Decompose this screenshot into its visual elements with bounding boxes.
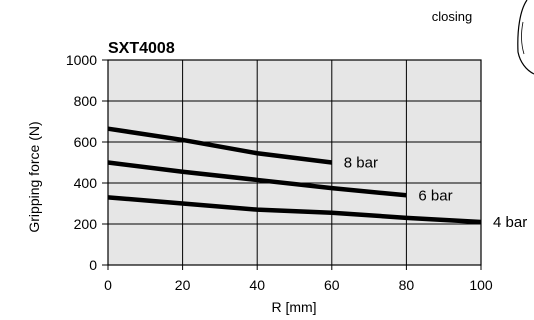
series-line-8-bar: [107, 126, 333, 165]
y-tick-label: 400: [74, 175, 98, 191]
series-labels: 8 bar 6 bar 4 bar: [341, 154, 530, 231]
x-axis-label: R [mm]: [271, 299, 316, 315]
series-label-background: [341, 154, 381, 172]
y-tick-label: 1000: [66, 52, 97, 68]
gripper-illustration-detail: [521, 21, 525, 55]
y-tick-label: 800: [74, 93, 98, 109]
x-tick-label: 40: [249, 277, 265, 293]
y-tick-label: 200: [74, 216, 98, 232]
gripper-illustration-fragment: [517, 0, 534, 75]
series-label-background: [416, 187, 455, 205]
x-tick-label: 20: [175, 277, 191, 293]
series-label-background: [491, 213, 530, 231]
y-axis-ticks: 0 200 400 600 800 1000: [66, 52, 108, 273]
plot-area: [108, 60, 481, 265]
x-tick-label: 80: [399, 277, 415, 293]
series-label-4-bar: 4 bar: [493, 214, 527, 231]
series-label-6-bar: 6 bar: [418, 187, 452, 204]
x-tick-label: 60: [324, 277, 340, 293]
y-tick-label: 600: [74, 134, 98, 150]
y-axis-label: Gripping force (N): [26, 121, 42, 232]
y-tick-label: 0: [89, 257, 97, 273]
chart-title: SXT4008: [108, 40, 175, 57]
series-line-6-bar: [107, 160, 407, 198]
corner-label: closing: [432, 9, 472, 24]
series-line-4-bar: [107, 195, 482, 225]
x-tick-label: 100: [469, 277, 493, 293]
series-lines: [107, 126, 482, 225]
series-label-8-bar: 8 bar: [344, 155, 378, 172]
x-tick-label: 0: [104, 277, 112, 293]
x-axis-ticks: 0 20 40 60 80 100: [104, 265, 493, 293]
